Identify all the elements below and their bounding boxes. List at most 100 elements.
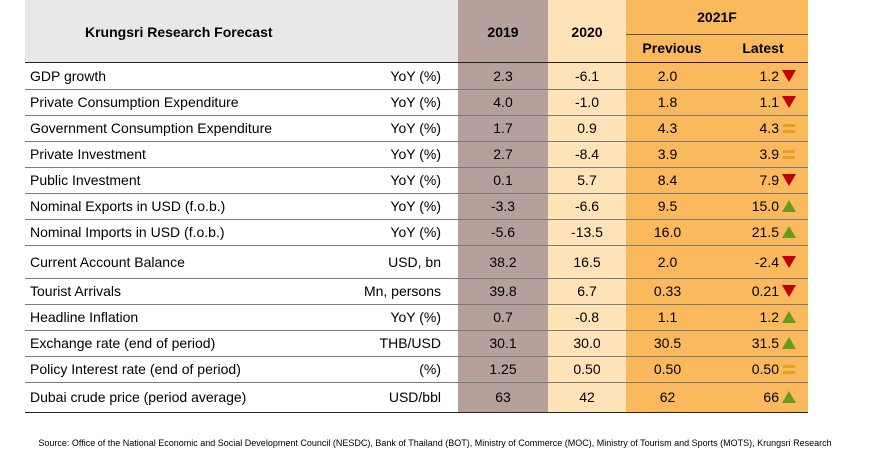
table-row: Private Consumption Expenditure YoY (%) 4.… <box>25 89 808 115</box>
row-unit: USD, bn <box>388 254 441 270</box>
row-divider <box>25 167 808 168</box>
value-2020: 6.7 <box>577 283 597 299</box>
value-previous: 16.0 <box>653 224 682 240</box>
row-label: Policy Interest rate (end of period) <box>30 361 241 377</box>
trend-down-icon <box>782 285 796 297</box>
value-2020: -6.6 <box>574 198 600 214</box>
header-band <box>25 0 458 62</box>
value-2020: 30.0 <box>573 335 601 351</box>
value-previous: 8.4 <box>657 172 678 188</box>
value-previous: 2.0 <box>657 68 678 84</box>
header-2020: 2020 <box>571 24 603 40</box>
value-2019: -5.6 <box>490 224 516 240</box>
row-unit: YoY (%) <box>390 146 441 162</box>
trend-down-icon <box>782 174 796 186</box>
table-row: Current Account Balance USD, bn 38.2 16.5 2.… <box>25 245 808 278</box>
value-2019: 2.3 <box>493 68 513 84</box>
table-row: Dubai crude price (period average) USD/bb… <box>25 382 808 412</box>
table-row: Headline Inflation YoY (%) 0.7 -0.8 1.1 1.2 <box>25 304 808 330</box>
trend-unchanged-icon <box>783 124 795 133</box>
value-2019: 2.7 <box>493 146 513 162</box>
value-previous: 1.8 <box>657 94 678 110</box>
row-unit: YoY (%) <box>390 68 441 84</box>
trend-up-icon <box>782 337 796 349</box>
table-row: Tourist Arrivals Mn, persons 39.8 6.7 0.33 0.… <box>25 278 808 304</box>
row-unit: YoY (%) <box>390 224 441 240</box>
trend-down-icon <box>782 70 796 82</box>
value-previous: 1.1 <box>657 309 678 325</box>
trend-unchanged-icon <box>783 150 795 159</box>
row-unit: YoY (%) <box>390 198 441 214</box>
row-label: Government Consumption Expenditure <box>30 120 273 136</box>
row-unit: YoY (%) <box>390 309 441 325</box>
value-previous: 0.50 <box>653 361 682 377</box>
trend-up-icon <box>782 226 796 238</box>
table-row: Nominal Imports in USD (f.o.b.) YoY (%) -5… <box>25 219 808 245</box>
row-label: Current Account Balance <box>30 254 185 270</box>
value-latest: 31.5 <box>751 335 779 351</box>
value-2020: 42 <box>579 389 595 405</box>
value-previous: 30.5 <box>653 335 682 351</box>
value-latest: 0.50 <box>751 361 779 377</box>
value-latest: 0.21 <box>751 283 779 299</box>
header-bottom-border <box>25 62 808 63</box>
row-label: Private Consumption Expenditure <box>30 94 239 110</box>
table-row: Policy Interest rate (end of period) (%) 1… <box>25 356 808 382</box>
row-divider <box>25 412 808 413</box>
value-previous: 9.5 <box>657 198 678 214</box>
column-bg-2020 <box>548 0 626 412</box>
table-title: Krungsri Research Forecast <box>85 24 273 40</box>
value-2019: 4.0 <box>493 94 513 110</box>
row-label: Dubai crude price (period average) <box>30 389 247 405</box>
header-latest: Latest <box>742 40 784 56</box>
value-2020: 5.7 <box>577 172 597 188</box>
value-latest: 66 <box>763 389 779 405</box>
header-2019: 2019 <box>487 24 519 40</box>
value-2019: -3.3 <box>490 198 516 214</box>
value-2019: 0.1 <box>493 172 513 188</box>
row-divider <box>25 278 808 279</box>
row-divider <box>25 115 808 116</box>
value-2020: -6.1 <box>574 68 600 84</box>
value-previous: 4.3 <box>657 120 678 136</box>
row-divider <box>25 141 808 142</box>
value-latest: -2.4 <box>754 254 779 270</box>
source-note: Source: Office of the National Economic … <box>38 438 832 448</box>
row-unit: (%) <box>419 361 441 377</box>
row-unit: YoY (%) <box>390 172 441 188</box>
value-latest: 7.9 <box>759 172 779 188</box>
row-label: Public Investment <box>30 172 141 188</box>
value-latest: 4.3 <box>759 120 779 136</box>
row-divider <box>25 304 808 305</box>
table-row: GDP growth YoY (%) 2.3 -6.1 2.0 1.2 <box>25 62 808 89</box>
trend-up-icon <box>782 391 796 403</box>
value-latest: 1.1 <box>759 94 779 110</box>
value-latest: 21.5 <box>751 224 779 240</box>
trend-unchanged-icon <box>783 365 795 374</box>
row-unit: YoY (%) <box>390 120 441 136</box>
value-latest: 3.9 <box>759 146 779 162</box>
value-previous: 0.33 <box>653 283 682 299</box>
row-divider <box>25 89 808 90</box>
row-label: Nominal Imports in USD (f.o.b.) <box>30 224 225 240</box>
row-unit: YoY (%) <box>390 94 441 110</box>
value-2020: -8.4 <box>574 146 600 162</box>
header-2021f: 2021F <box>697 9 737 25</box>
table-row: Public Investment YoY (%) 0.1 5.7 8.4 7.9 <box>25 167 808 193</box>
value-2020: -13.5 <box>571 224 603 240</box>
trend-up-icon <box>782 200 796 212</box>
value-2019: 0.7 <box>493 309 513 325</box>
value-previous: 2.0 <box>657 254 678 270</box>
value-2019: 38.2 <box>489 254 517 270</box>
row-divider <box>25 219 808 220</box>
value-latest: 1.2 <box>759 309 779 325</box>
header-divider <box>626 34 808 35</box>
value-latest: 15.0 <box>751 198 779 214</box>
value-2020: 0.50 <box>573 361 601 377</box>
header-previous: Previous <box>642 40 702 56</box>
value-2020: -0.8 <box>574 309 600 325</box>
table-row: Government Consumption Expenditure YoY (%… <box>25 115 808 141</box>
value-previous: 62 <box>659 389 676 405</box>
value-2019: 1.25 <box>489 361 517 377</box>
row-divider <box>25 193 808 194</box>
